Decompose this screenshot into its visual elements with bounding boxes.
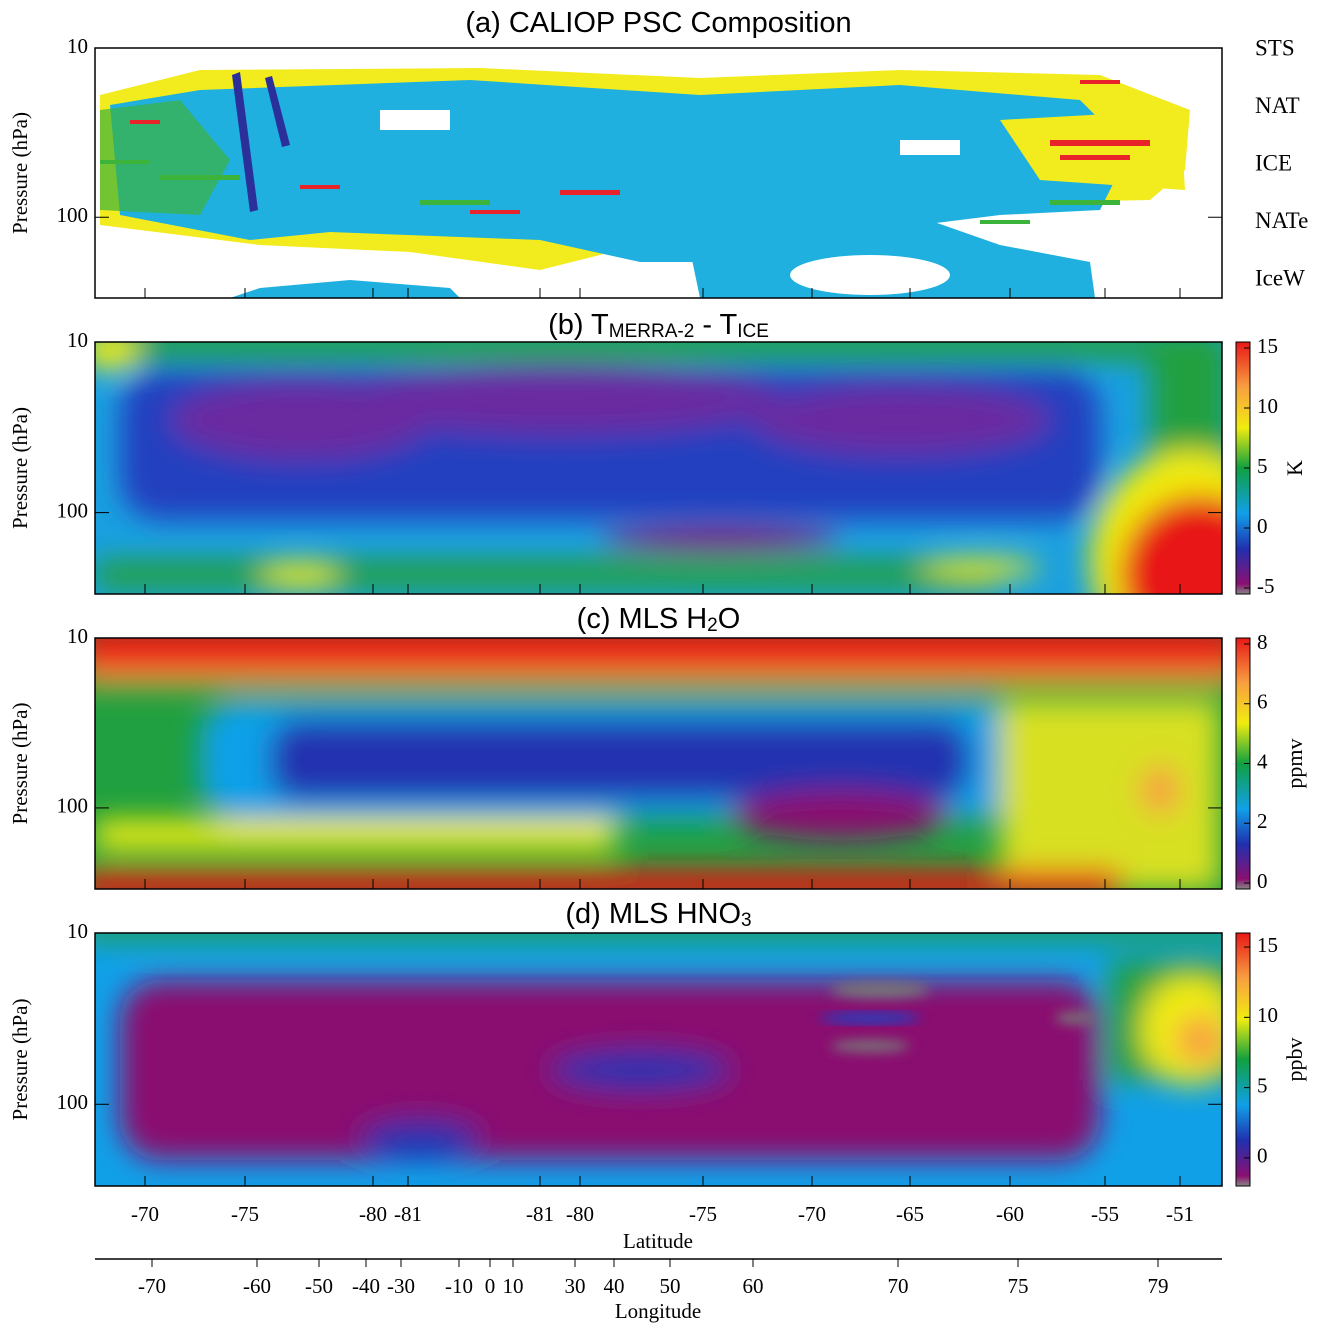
x-tick-label: -75	[689, 1202, 717, 1226]
y-tick-label: 100	[57, 498, 89, 522]
y-tick-label: 100	[57, 1090, 89, 1114]
x-tick-label: -80	[566, 1202, 594, 1226]
colorbar-tick-label: 4	[1257, 749, 1268, 773]
x-axis-label: Longitude	[615, 1299, 701, 1323]
title-part: (d) MLS HNO	[565, 898, 741, 930]
title-part: ICE	[737, 321, 769, 342]
title-part: 3	[741, 910, 752, 931]
y-tick-label: 10	[67, 919, 88, 943]
colorbar-tick-label: -5	[1257, 574, 1275, 598]
x-tick-label: -80	[359, 1202, 387, 1226]
colorbar-tick-label: 0	[1257, 1144, 1268, 1168]
y-tick-label: 10	[67, 624, 88, 648]
colorbar-label: K	[1282, 460, 1307, 476]
panel-title: (b) TMERRA-2 - TICE	[548, 309, 769, 342]
nitric-acid-field	[95, 933, 1222, 1186]
x-tick-label: -75	[231, 1202, 259, 1226]
temperature-field	[95, 342, 1222, 594]
colorbar-tick-label: 0	[1257, 869, 1268, 893]
x-tick-label: -60	[996, 1202, 1024, 1226]
x-tick-label: -70	[798, 1202, 826, 1226]
legend-entry: NATe	[1255, 208, 1308, 233]
x-axis-label: Latitude	[623, 1229, 693, 1253]
x-tick-label: 10	[503, 1274, 524, 1298]
x-tick-label: -65	[896, 1202, 924, 1226]
title-part: MERRA-2	[609, 321, 695, 342]
x-tick-label: -81	[394, 1202, 422, 1226]
y-tick-label: 10	[67, 328, 88, 352]
x-tick-label: 0	[485, 1274, 496, 1298]
panel-title: (a) CALIOP PSC Composition	[465, 7, 851, 39]
panel-title: (d) MLS HNO3	[565, 898, 751, 931]
x-tick-label: -10	[445, 1274, 473, 1298]
legend-entry: ICE	[1255, 150, 1292, 175]
plot-frame	[94, 932, 1223, 1187]
water-vapor-field	[95, 638, 1222, 889]
y-tick-label: 100	[57, 203, 89, 227]
legend-entry: STS	[1255, 35, 1295, 60]
psc-field	[95, 48, 1222, 298]
x-tick-label: -70	[138, 1274, 166, 1298]
x-tick-label: -50	[305, 1274, 333, 1298]
legend-entry: NAT	[1255, 93, 1300, 118]
title-part: 2	[707, 615, 718, 636]
panel-title: (c) MLS H2O	[577, 603, 741, 636]
y-axis-label: Pressure (hPa)	[8, 703, 32, 825]
y-tick-label: 100	[57, 794, 89, 818]
x-tick-label: -70	[131, 1202, 159, 1226]
colorbar-tick-label: 15	[1257, 334, 1278, 358]
x-tick-label: 70	[888, 1274, 909, 1298]
y-axis-label: Pressure (hPa)	[8, 112, 32, 234]
plot-frame	[94, 637, 1223, 890]
x-tick-label: 50	[660, 1274, 681, 1298]
title-part: (a) CALIOP PSC Composition	[465, 7, 851, 39]
colorbar-tick-label: 10	[1257, 1003, 1278, 1027]
colorbar-tick-label: 15	[1257, 933, 1278, 957]
colorbar-label: ppmv	[1282, 738, 1307, 788]
colorbar	[1235, 932, 1251, 1187]
x-tick-label: -60	[243, 1274, 271, 1298]
colorbar-tick-label: 2	[1257, 809, 1268, 833]
colorbar-tick-label: 8	[1257, 630, 1268, 654]
legend-entry: IceW	[1255, 265, 1305, 290]
colorbar-tick-label: 6	[1257, 690, 1268, 714]
x-tick-label: 30	[565, 1274, 586, 1298]
title-part: (b) T	[548, 309, 609, 341]
title-part: (c) MLS H	[577, 603, 708, 635]
y-axis-label: Pressure (hPa)	[8, 999, 32, 1121]
x-tick-label: 40	[604, 1274, 625, 1298]
title-part: O	[718, 603, 741, 635]
x-tick-label: -51	[1166, 1202, 1194, 1226]
colorbar-tick-label: 0	[1257, 514, 1268, 538]
x-tick-label: 75	[1008, 1274, 1029, 1298]
x-tick-label: 79	[1148, 1274, 1169, 1298]
y-tick-label: 10	[67, 34, 88, 58]
title-part: - T	[694, 309, 737, 341]
colorbar-tick-label: 5	[1257, 1073, 1268, 1097]
x-tick-label: -30	[387, 1274, 415, 1298]
x-tick-label: -81	[526, 1202, 554, 1226]
plot-frame	[94, 341, 1223, 595]
x-tick-label: 60	[743, 1274, 764, 1298]
x-tick-label: -55	[1091, 1202, 1119, 1226]
colorbar-tick-label: 10	[1257, 394, 1278, 418]
x-tick-label: -40	[352, 1274, 380, 1298]
colorbar-tick-label: 5	[1257, 454, 1268, 478]
y-axis-label: Pressure (hPa)	[8, 407, 32, 529]
colorbar-label: ppbv	[1282, 1038, 1307, 1082]
plot-frame	[94, 47, 1223, 299]
